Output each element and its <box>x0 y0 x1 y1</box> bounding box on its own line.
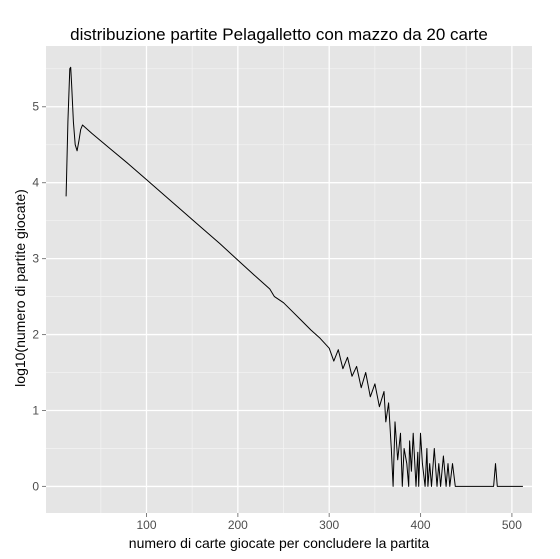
y-tick-label: 5 <box>32 100 39 114</box>
y-tick-label: 0 <box>32 479 39 493</box>
y-tick-label: 4 <box>32 176 39 190</box>
minor-gridlines <box>46 46 532 513</box>
x-axis-ticks: 100 200 300 400 500 <box>136 513 522 532</box>
series-line <box>65 66 523 487</box>
x-tick-label: 500 <box>502 518 522 532</box>
x-tick-label: 200 <box>228 518 248 532</box>
x-tick-label: 100 <box>136 518 156 532</box>
x-tick-label: 300 <box>319 518 339 532</box>
y-tick-label: 1 <box>32 403 39 417</box>
y-tick-label: 2 <box>32 328 39 342</box>
x-axis-label: numero di carte giocate per concludere l… <box>129 535 430 551</box>
y-axis-ticks: 0 1 2 3 4 5 <box>32 100 46 493</box>
x-tick-label: 400 <box>411 518 431 532</box>
y-tick-label: 3 <box>32 252 39 266</box>
major-gridlines <box>46 46 532 513</box>
chart-title: distribuzione partite Pelagalletto con m… <box>70 25 488 44</box>
y-axis-label: log10(numero di partite giocate) <box>12 189 28 387</box>
plot-panel <box>46 46 532 513</box>
series-group <box>65 66 523 487</box>
